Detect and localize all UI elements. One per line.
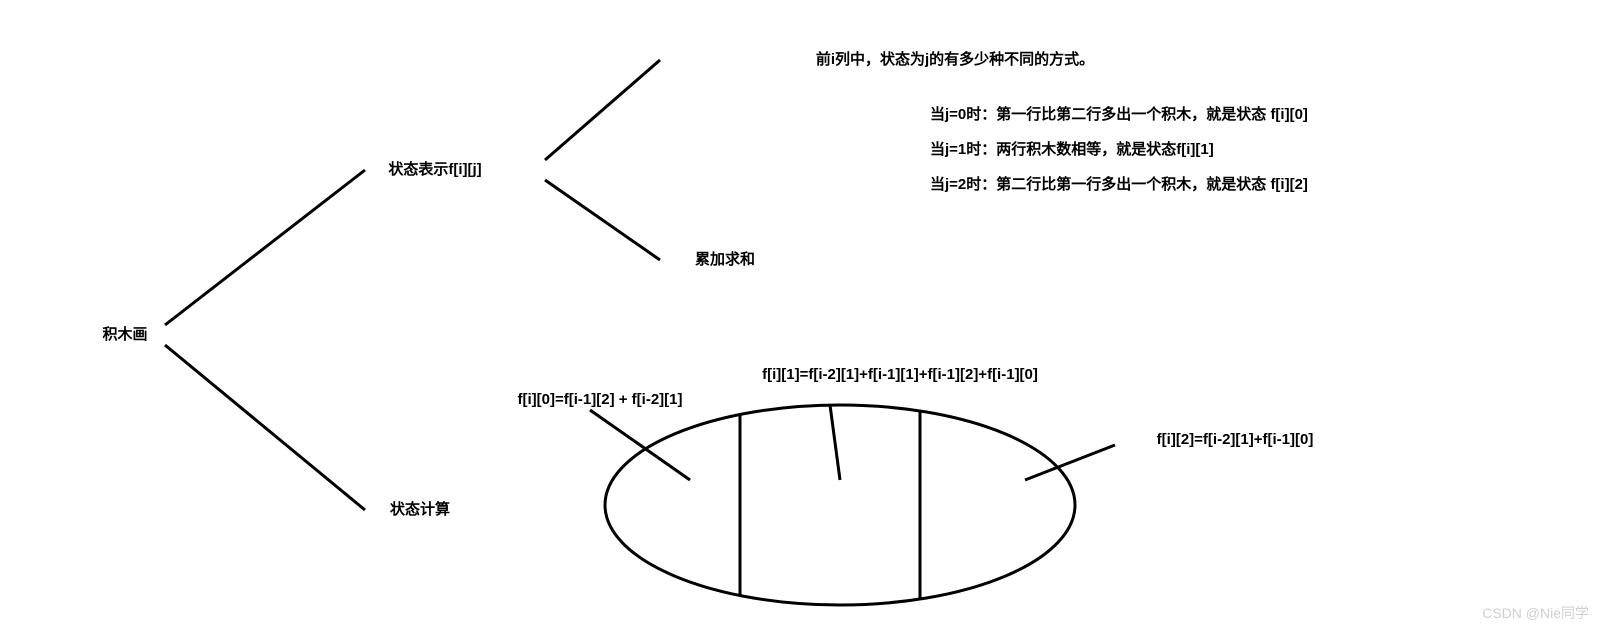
node-sum: 累加求和 [695,250,755,268]
node-root: 积木画 [102,325,147,343]
edge-state-rep-desc [545,60,660,160]
formula-f0-connector [590,410,690,480]
partition-ellipse [605,405,1075,605]
formula-f0: f[i][0]=f[i-1][2] + f[i-2][1] [518,391,683,408]
node-state-representation: 状态表示f[i][j] [388,160,481,178]
formula-f2: f[i][2]=f[i-2][1]+f[i-1][0] [1157,431,1314,448]
note-j1: 当j=1时：两行积木数相等，就是状态f[i][1] [930,140,1214,158]
edge-root-state-calc [165,345,365,510]
node-state-calculation: 状态计算 [390,500,450,518]
formula-f1: f[i][1]=f[i-2][1]+f[i-1][1]+f[i-1][2]+f[… [762,366,1038,383]
note-j0: 当j=0时：第一行比第二行多出一个积木，就是状态 f[i][0] [930,105,1308,123]
node-description: 前i列中，状态为j的有多少种不同的方式。 [816,50,1094,68]
edge-root-state-rep [165,170,365,325]
edge-state-rep-sum [545,180,660,260]
note-j2: 当j=2时：第二行比第一行多出一个积木，就是状态 f[i][2] [930,175,1308,193]
formula-f1-connector [830,405,840,480]
